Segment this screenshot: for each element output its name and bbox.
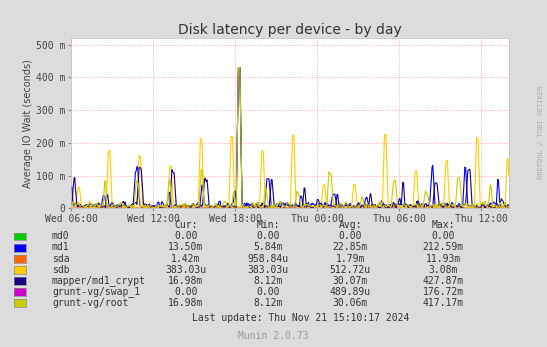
Text: 5.84m: 5.84m [253, 243, 283, 252]
Text: mapper/md1_crypt: mapper/md1_crypt [52, 275, 146, 286]
Text: Max:: Max: [432, 220, 455, 230]
Text: 0.00: 0.00 [257, 231, 280, 241]
Text: md1: md1 [52, 243, 69, 252]
Text: 427.87m: 427.87m [422, 276, 464, 286]
Text: 3.08m: 3.08m [428, 265, 458, 274]
Text: 417.17m: 417.17m [422, 298, 464, 308]
Text: 0.00: 0.00 [174, 231, 197, 241]
Text: 11.93m: 11.93m [426, 254, 461, 263]
Text: 383.03u: 383.03u [165, 265, 207, 274]
Text: Munin 2.0.73: Munin 2.0.73 [238, 331, 309, 341]
Text: 1.79m: 1.79m [335, 254, 365, 263]
Text: sdb: sdb [52, 265, 69, 274]
Text: 16.98m: 16.98m [168, 298, 203, 308]
Title: Disk latency per device - by day: Disk latency per device - by day [178, 23, 402, 37]
Text: 1.42m: 1.42m [171, 254, 201, 263]
Text: 0.00: 0.00 [174, 287, 197, 297]
Text: 8.12m: 8.12m [253, 276, 283, 286]
Text: 212.59m: 212.59m [422, 243, 464, 252]
Text: 8.12m: 8.12m [253, 298, 283, 308]
Text: 30.07m: 30.07m [333, 276, 368, 286]
Y-axis label: Average IO Wait (seconds): Average IO Wait (seconds) [24, 59, 33, 188]
Text: 958.84u: 958.84u [247, 254, 289, 263]
Text: Last update: Thu Nov 21 15:10:17 2024: Last update: Thu Nov 21 15:10:17 2024 [192, 313, 410, 322]
Text: 22.85m: 22.85m [333, 243, 368, 252]
Text: 16.98m: 16.98m [168, 276, 203, 286]
Text: sda: sda [52, 254, 69, 263]
Text: Min:: Min: [257, 220, 280, 230]
Text: 512.72u: 512.72u [329, 265, 371, 274]
Text: Avg:: Avg: [339, 220, 362, 230]
Text: 383.03u: 383.03u [247, 265, 289, 274]
Text: 13.50m: 13.50m [168, 243, 203, 252]
Text: 0.00: 0.00 [339, 231, 362, 241]
Text: Cur:: Cur: [174, 220, 197, 230]
Text: md0: md0 [52, 231, 69, 241]
Text: 0.00: 0.00 [432, 231, 455, 241]
Text: 489.89u: 489.89u [329, 287, 371, 297]
Text: grunt-vg/root: grunt-vg/root [52, 298, 129, 308]
Text: 30.06m: 30.06m [333, 298, 368, 308]
Text: grunt-vg/swap_1: grunt-vg/swap_1 [52, 286, 140, 297]
Text: 176.72m: 176.72m [422, 287, 464, 297]
Text: 0.00: 0.00 [257, 287, 280, 297]
Text: RRDTOOL / TOBI OETIKER: RRDTOOL / TOBI OETIKER [538, 85, 544, 179]
